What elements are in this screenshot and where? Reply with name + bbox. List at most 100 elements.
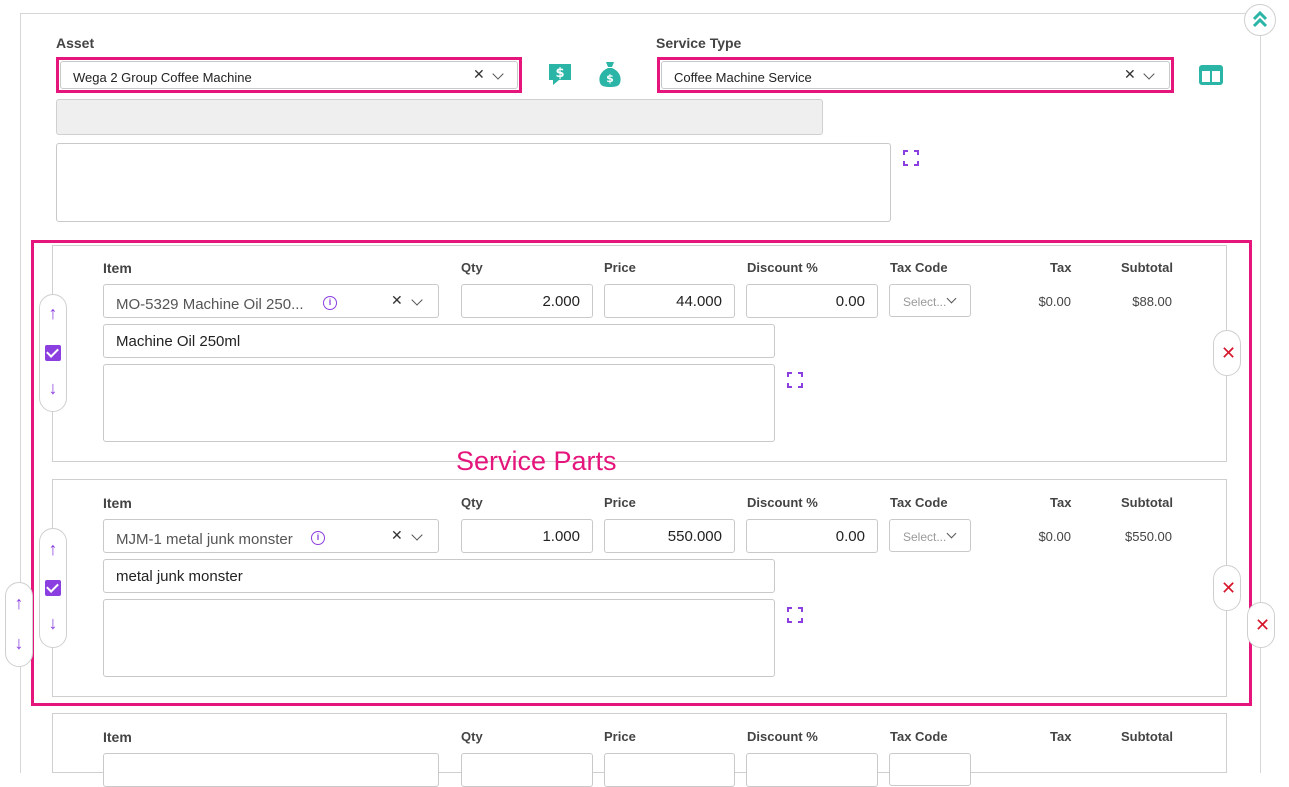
expand-icon[interactable] bbox=[903, 150, 919, 166]
col-item: Item bbox=[103, 729, 132, 745]
price-chat-button[interactable]: $ bbox=[547, 61, 573, 87]
subtotal-value: $88.00 bbox=[1132, 294, 1172, 309]
delete-row-button[interactable]: ✕ bbox=[1213, 565, 1241, 611]
col-tax-code: Tax Code bbox=[890, 260, 948, 275]
row-checkbox[interactable] bbox=[45, 345, 61, 361]
tax-code-placeholder: Select... bbox=[903, 295, 947, 309]
notes-textarea[interactable] bbox=[56, 143, 891, 222]
layout-toggle-button[interactable] bbox=[1198, 63, 1224, 87]
chevron-down-icon bbox=[946, 528, 957, 539]
part-notes-textarea[interactable] bbox=[103, 599, 775, 677]
col-tax: Tax bbox=[1050, 260, 1072, 275]
part-notes-textarea[interactable] bbox=[103, 364, 775, 442]
qty-input[interactable] bbox=[461, 753, 593, 787]
group-move-down-icon[interactable]: ↓ bbox=[14, 633, 24, 653]
move-down-icon[interactable]: ↓ bbox=[48, 378, 58, 398]
delete-row-button[interactable]: ✕ bbox=[1213, 330, 1241, 376]
chevron-down-icon[interactable] bbox=[1143, 68, 1155, 80]
col-tax: Tax bbox=[1050, 729, 1072, 744]
asset-select-value: Wega 2 Group Coffee Machine bbox=[73, 70, 252, 85]
tax-value: $0.00 bbox=[1038, 529, 1071, 544]
expand-icon[interactable] bbox=[787, 607, 803, 623]
price-input[interactable]: 44.000 bbox=[604, 284, 735, 318]
item-clear-icon[interactable]: ✕ bbox=[391, 292, 403, 308]
col-subtotal: Subtotal bbox=[1121, 260, 1173, 275]
tax-code-placeholder: Select... bbox=[903, 530, 947, 544]
close-icon: ✕ bbox=[1221, 578, 1237, 598]
service-type-select-value: Coffee Machine Service bbox=[674, 70, 812, 85]
item-select-value: MJM-1 metal junk monster bbox=[116, 531, 293, 548]
service-type-highlight bbox=[657, 57, 1174, 93]
service-type-select[interactable]: Coffee Machine Service ✕ bbox=[661, 61, 1170, 89]
collapse-button[interactable] bbox=[1244, 4, 1276, 36]
item-select[interactable] bbox=[103, 753, 439, 787]
row-checkbox[interactable] bbox=[45, 580, 61, 596]
col-tax-code: Tax Code bbox=[890, 495, 948, 510]
col-qty: Qty bbox=[461, 729, 483, 744]
qty-input[interactable]: 1.000 bbox=[461, 519, 593, 553]
chevron-down-icon[interactable] bbox=[492, 68, 504, 80]
asset-highlight bbox=[56, 57, 522, 93]
subtotal-value: $550.00 bbox=[1125, 529, 1172, 544]
price-input[interactable]: 550.000 bbox=[604, 519, 735, 553]
col-price: Price bbox=[604, 729, 636, 744]
delete-group-button[interactable]: ✕ bbox=[1247, 602, 1275, 648]
description-input[interactable]: Machine Oil 250ml bbox=[103, 324, 775, 358]
group-controls bbox=[5, 582, 33, 667]
item-clear-icon[interactable]: ✕ bbox=[391, 527, 403, 543]
discount-input[interactable]: 0.00 bbox=[746, 519, 878, 553]
columns-icon bbox=[1199, 65, 1223, 85]
chevron-down-icon bbox=[946, 293, 957, 304]
chevron-down-icon[interactable] bbox=[411, 294, 423, 306]
chevron-down-icon[interactable] bbox=[411, 529, 423, 541]
money-bag-icon: $ bbox=[599, 62, 621, 87]
info-icon[interactable]: i bbox=[323, 296, 337, 310]
move-up-icon[interactable]: ↑ bbox=[48, 539, 58, 559]
discount-input[interactable] bbox=[746, 753, 878, 787]
col-tax-code: Tax Code bbox=[890, 729, 948, 744]
discount-input[interactable]: 0.00 bbox=[746, 284, 878, 318]
col-price: Price bbox=[604, 495, 636, 510]
close-icon: ✕ bbox=[1221, 343, 1237, 363]
qty-input[interactable]: 2.000 bbox=[461, 284, 593, 318]
description-input[interactable]: metal junk monster bbox=[103, 559, 775, 593]
tax-code-select[interactable]: Select... bbox=[889, 284, 971, 317]
cost-button[interactable]: $ bbox=[597, 60, 623, 88]
item-select-value: MO-5329 Machine Oil 250... bbox=[116, 296, 304, 313]
move-down-icon[interactable]: ↓ bbox=[48, 613, 58, 633]
chevrons-up-icon bbox=[1252, 10, 1268, 28]
asset-label: Asset bbox=[56, 35, 95, 51]
col-price: Price bbox=[604, 260, 636, 275]
price-input[interactable] bbox=[604, 753, 735, 787]
service-type-label: Service Type bbox=[656, 35, 742, 51]
col-subtotal: Subtotal bbox=[1121, 495, 1173, 510]
form-frame bbox=[20, 13, 1261, 773]
asset-select[interactable]: Wega 2 Group Coffee Machine ✕ bbox=[60, 61, 518, 89]
readonly-field bbox=[56, 99, 823, 135]
item-select[interactable]: MJM-1 metal junk monster i ✕ bbox=[103, 519, 439, 553]
service-parts-highlight bbox=[31, 240, 1252, 706]
col-tax: Tax bbox=[1050, 495, 1072, 510]
info-icon[interactable]: i bbox=[311, 531, 325, 545]
tax-code-select[interactable]: Select... bbox=[889, 519, 971, 552]
asset-clear-icon[interactable]: ✕ bbox=[473, 66, 485, 82]
col-subtotal: Subtotal bbox=[1121, 729, 1173, 744]
svg-text:$: $ bbox=[606, 72, 614, 85]
col-discount: Discount % bbox=[747, 729, 818, 744]
col-discount: Discount % bbox=[747, 495, 818, 510]
col-item: Item bbox=[103, 260, 132, 276]
col-qty: Qty bbox=[461, 260, 483, 275]
service-parts-annotation: Service Parts bbox=[456, 446, 617, 476]
chat-dollar-icon: $ bbox=[549, 64, 571, 85]
col-item: Item bbox=[103, 495, 132, 511]
group-move-up-icon[interactable]: ↑ bbox=[14, 593, 24, 613]
item-select[interactable]: MO-5329 Machine Oil 250... i ✕ bbox=[103, 284, 439, 318]
tax-value: $0.00 bbox=[1038, 294, 1071, 309]
expand-icon[interactable] bbox=[787, 372, 803, 388]
close-icon: ✕ bbox=[1255, 615, 1271, 635]
col-discount: Discount % bbox=[747, 260, 818, 275]
svg-text:$: $ bbox=[555, 66, 564, 81]
col-qty: Qty bbox=[461, 495, 483, 510]
move-up-icon[interactable]: ↑ bbox=[48, 303, 58, 323]
service-type-clear-icon[interactable]: ✕ bbox=[1124, 66, 1136, 82]
